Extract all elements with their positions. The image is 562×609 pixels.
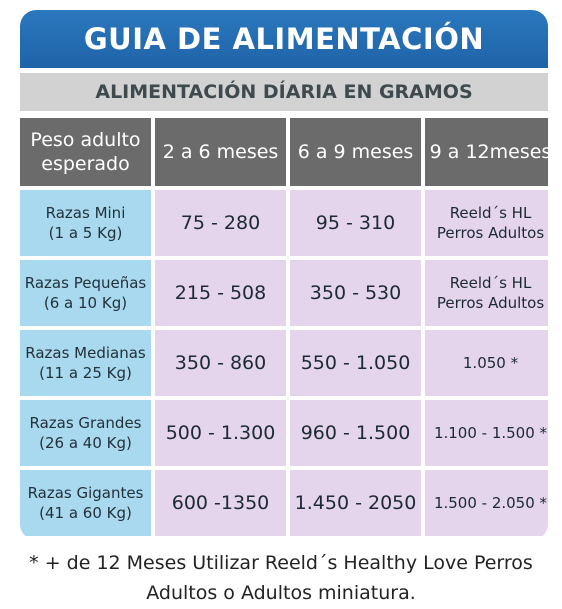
product-variant: Perros Adultos [436,224,545,242]
breed-name: Razas Gigantes [27,484,144,502]
header-weight-line1: Peso adulto [30,129,141,151]
feeding-table: Peso adulto esperado 2 a 6 meses 6 a 9 m… [20,114,548,540]
breed-cell: Razas Grandes (26 a 40 Kg) [20,400,151,466]
footnote-line2: Adultos o Adultos miniatura. [146,582,416,604]
breed-cell: Razas Mini (1 a 5 Kg) [20,190,151,256]
header-9-12-months: 9 a 12meses [425,118,548,186]
value-cell: 75 - 280 [155,190,286,256]
value-cell: 350 - 860 [155,330,286,396]
value-cell: 1.500 - 2.050 * [425,470,548,536]
guide-subtitle-text: ALIMENTACIÓN DÍARIA EN GRAMOS [95,81,473,103]
breed-name: Razas Medianas [25,344,146,362]
footnote-line1: * + de 12 Meses Utilizar Reeld´s Healthy… [29,552,533,574]
value-cell: 1.450 - 2050 [290,470,421,536]
table-row: Razas Gigantes (41 a 60 Kg) 600 -1350 1.… [20,470,548,536]
value-cell: 500 - 1.300 [155,400,286,466]
footnote: * + de 12 Meses Utilizar Reeld´s Healthy… [0,548,562,608]
breed-weight: (26 a 40 Kg) [39,434,132,452]
table-header-row: Peso adulto esperado 2 a 6 meses 6 a 9 m… [20,118,548,186]
guide-title-text: GUIA DE ALIMENTACIÓN [83,22,485,56]
value-cell: 1.100 - 1.500 * [425,400,548,466]
value-cell: 550 - 1.050 [290,330,421,396]
value-cell: 960 - 1.500 [290,400,421,466]
feeding-guide-card: GUIA DE ALIMENTACIÓN ALIMENTACIÓN DÍARIA… [20,10,548,540]
breed-weight: (6 a 10 Kg) [43,294,128,312]
breed-name: Razas Grandes [29,414,142,432]
breed-weight: (1 a 5 Kg) [48,224,123,242]
value-cell: Reeld´s HL Perros Adultos [425,190,548,256]
header-6-9-months: 6 a 9 meses [290,118,421,186]
header-2-6-months: 2 a 6 meses [155,118,286,186]
table-row: Razas Pequeñas (6 a 10 Kg) 215 - 508 350… [20,260,548,326]
value-cell: 95 - 310 [290,190,421,256]
breed-cell: Razas Pequeñas (6 a 10 Kg) [20,260,151,326]
value-cell: Reeld´s HL Perros Adultos [425,260,548,326]
guide-title: GUIA DE ALIMENTACIÓN [20,10,548,68]
breed-weight: (11 a 25 Kg) [39,364,132,382]
breed-cell: Razas Gigantes (41 a 60 Kg) [20,470,151,536]
header-weight: Peso adulto esperado [20,118,151,186]
value-cell: 350 - 530 [290,260,421,326]
table-row: Razas Mini (1 a 5 Kg) 75 - 280 95 - 310 … [20,190,548,256]
product-name: Reeld´s HL [449,204,532,222]
product-variant: Perros Adultos [436,294,545,312]
breed-weight: (41 a 60 Kg) [39,504,132,522]
value-cell: 600 -1350 [155,470,286,536]
breed-name: Razas Mini [45,204,126,222]
breed-name: Razas Pequeñas [24,274,147,292]
header-weight-line2: esperado [41,153,130,175]
breed-cell: Razas Medianas (11 a 25 Kg) [20,330,151,396]
value-cell: 215 - 508 [155,260,286,326]
table-row: Razas Medianas (11 a 25 Kg) 350 - 860 55… [20,330,548,396]
product-name: Reeld´s HL [449,274,532,292]
table-row: Razas Grandes (26 a 40 Kg) 500 - 1.300 9… [20,400,548,466]
value-cell: 1.050 * [425,330,548,396]
guide-subtitle: ALIMENTACIÓN DÍARIA EN GRAMOS [20,73,548,111]
